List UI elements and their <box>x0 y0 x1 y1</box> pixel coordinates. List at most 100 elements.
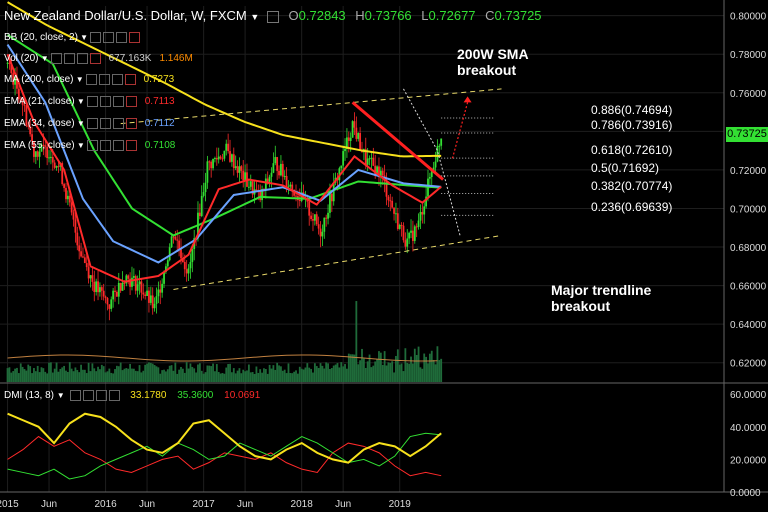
volume-bar <box>17 373 20 382</box>
volume-bar <box>287 363 290 382</box>
indicator-row[interactable]: EMA (55, close) ▼ 0.7108 <box>4 140 175 151</box>
candle-body <box>393 207 395 214</box>
volume-bar <box>298 366 301 382</box>
add-icon[interactable] <box>112 140 124 151</box>
volume-bar <box>425 356 428 382</box>
close-icon[interactable] <box>124 74 136 85</box>
volume-bar <box>115 365 118 382</box>
candle-body <box>168 247 171 261</box>
indicator-row[interactable]: EMA (34, close) ▼ 0.7112 <box>4 118 175 129</box>
candle-body <box>185 269 188 274</box>
candle-body <box>200 195 203 217</box>
close-icon[interactable] <box>129 32 141 43</box>
candle-body <box>247 186 250 188</box>
volume-bar <box>63 365 66 382</box>
settings-icon[interactable] <box>99 118 111 129</box>
visibility-icon[interactable] <box>90 32 102 43</box>
indicator-name[interactable]: EMA (55, close) <box>4 140 75 152</box>
candle-body <box>8 62 11 64</box>
indicator-name[interactable]: BB (20, close, 2) <box>4 32 78 44</box>
volume-bar <box>270 368 273 382</box>
add-icon[interactable] <box>95 390 107 401</box>
low-value: 0.72677 <box>428 8 476 23</box>
visibility-icon[interactable] <box>86 118 98 129</box>
candle-body <box>249 181 252 187</box>
settings-icon[interactable] <box>99 140 111 151</box>
settings-icon[interactable] <box>266 10 279 23</box>
chevron-down-icon[interactable]: ▼ <box>73 75 84 85</box>
volume-bar <box>180 366 182 382</box>
add-icon[interactable] <box>111 74 123 85</box>
volume-bar <box>27 364 30 382</box>
candle-body <box>389 200 392 202</box>
add-icon[interactable] <box>112 96 124 107</box>
indicator-name[interactable]: EMA (34, close) <box>4 118 75 130</box>
candle-body <box>276 157 279 171</box>
indicator-name[interactable]: MA (200, close) <box>4 74 74 86</box>
candle-body <box>148 290 150 303</box>
candle-body <box>161 283 164 293</box>
volume-bar <box>247 364 250 382</box>
visibility-icon[interactable] <box>50 53 62 64</box>
volume-bar <box>80 364 82 382</box>
time-tick-label: 2016 <box>94 499 117 510</box>
candle-body <box>289 184 292 187</box>
add-icon[interactable] <box>116 32 128 43</box>
dmi-name[interactable]: DMI (13, 8) <box>4 390 55 402</box>
add-icon[interactable] <box>112 118 124 129</box>
chevron-down-icon[interactable]: ▼ <box>38 54 49 64</box>
volume-bar <box>223 373 226 382</box>
fib-level-label: 0.236(0.69639) <box>591 200 673 215</box>
settings-icon[interactable] <box>103 32 115 43</box>
close-icon[interactable] <box>125 96 137 107</box>
candle-body <box>198 212 201 217</box>
chevron-down-icon[interactable]: ▼ <box>77 33 89 43</box>
high-value: 0.73766 <box>364 8 412 23</box>
settings-icon[interactable] <box>99 96 111 107</box>
volume-bar <box>376 359 378 382</box>
indicator-name[interactable]: EMA (21, close) <box>4 96 75 108</box>
chevron-down-icon[interactable]: ▼ <box>74 141 85 151</box>
volume-bar <box>121 370 124 382</box>
chevron-down-icon[interactable]: ▼ <box>250 12 260 22</box>
close-icon[interactable] <box>108 390 120 401</box>
candle-body <box>364 149 367 165</box>
close-icon[interactable] <box>125 118 137 129</box>
visibility-icon[interactable] <box>86 140 98 151</box>
indicator-value: 0.7113 <box>144 96 175 108</box>
volume-bar <box>357 364 360 382</box>
source-icon[interactable] <box>82 390 94 401</box>
volume-bar <box>38 372 41 382</box>
price-tick-label: 0.66000 <box>730 282 767 293</box>
indicator-row[interactable]: BB (20, close, 2) ▼ <box>4 32 148 43</box>
candle-body <box>264 178 267 190</box>
settings-icon[interactable] <box>69 390 81 401</box>
visibility-icon[interactable] <box>86 96 98 107</box>
chevron-down-icon[interactable]: ▼ <box>56 391 65 401</box>
symbol-title[interactable]: New Zealand Dollar/U.S. Dollar, W, FXCM <box>4 8 247 23</box>
close-icon[interactable] <box>89 53 101 64</box>
volume-bar <box>170 365 173 382</box>
candle-body <box>93 281 96 293</box>
volume-bar <box>419 367 422 382</box>
add-icon[interactable] <box>76 53 88 64</box>
volume-bar <box>362 358 365 382</box>
chevron-down-icon[interactable]: ▼ <box>74 119 85 129</box>
volume-bar <box>244 371 247 382</box>
indicator-row[interactable]: EMA (21, close) ▼ 0.7113 <box>4 96 175 107</box>
indicator-row[interactable]: MA (200, close) ▼ 0.7273 <box>4 74 174 85</box>
volume-bar <box>246 370 248 382</box>
time-tick-label: 2018 <box>291 499 314 510</box>
close-icon[interactable] <box>125 140 137 151</box>
candle-body <box>410 230 412 233</box>
chevron-down-icon[interactable]: ▼ <box>74 97 85 107</box>
volume-bar <box>193 368 196 382</box>
visibility-icon[interactable] <box>85 74 97 85</box>
candle-body <box>323 217 326 232</box>
indicator-row[interactable]: Vol (20) ▼ 677.163K 1.146M <box>4 53 193 64</box>
settings-icon[interactable] <box>98 74 110 85</box>
indicator-name[interactable]: Vol (20) <box>4 53 39 65</box>
settings-icon[interactable] <box>63 53 75 64</box>
volume-bar <box>430 350 433 382</box>
